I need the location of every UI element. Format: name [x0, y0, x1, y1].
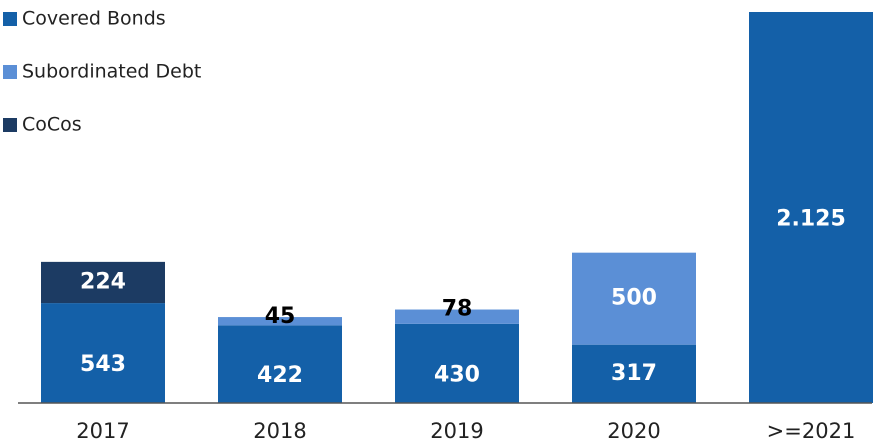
data-label: 422	[257, 363, 303, 388]
bar-segment	[41, 303, 165, 403]
bar-segment	[395, 309, 519, 324]
legend-label: Covered Bonds	[22, 8, 166, 30]
x-tick-label: 2018	[253, 419, 306, 443]
x-tick-label: >=2021	[767, 419, 856, 443]
data-label: 543	[80, 352, 126, 377]
data-label: 500	[611, 286, 657, 311]
bar-segment	[218, 317, 342, 326]
legend-label: Subordinated Debt	[22, 61, 201, 83]
legend-label: CoCos	[22, 114, 82, 136]
data-label: 78	[442, 297, 473, 322]
bar-segment	[41, 261, 165, 304]
data-label: 45	[265, 304, 296, 329]
data-label: 317	[611, 361, 657, 386]
legend-swatch	[3, 118, 17, 132]
data-label: 2.125	[776, 207, 846, 232]
bar-segment	[395, 323, 519, 403]
legend-swatch	[3, 12, 17, 26]
bar-segment	[572, 252, 696, 345]
data-label: 430	[434, 362, 480, 387]
legend-swatch	[3, 65, 17, 79]
bar-segment	[572, 344, 696, 403]
x-tick-label: 2017	[76, 419, 129, 443]
bar-segment	[749, 12, 873, 403]
x-tick-label: 2020	[607, 419, 660, 443]
bar-segment	[218, 325, 342, 403]
data-label: 224	[80, 269, 126, 294]
x-tick-label: 2019	[430, 419, 483, 443]
